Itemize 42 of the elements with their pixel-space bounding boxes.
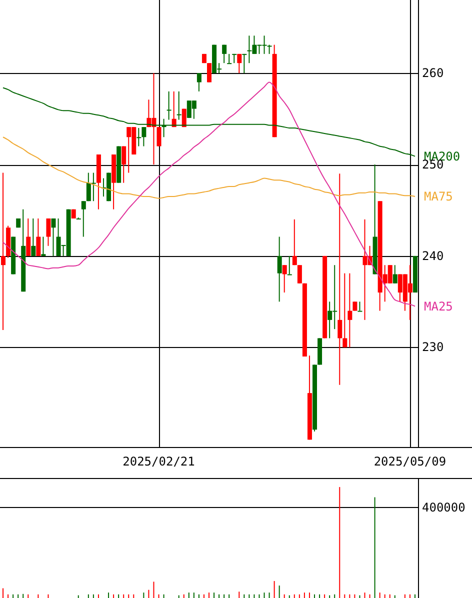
candlestick: [41, 236, 46, 256]
candlestick: [81, 200, 86, 238]
candlestick: [227, 53, 232, 64]
x-tick-label: 2025/02/21: [122, 454, 195, 469]
candlestick: [287, 255, 292, 276]
candlestick: [277, 236, 282, 302]
candlestick: [31, 218, 36, 256]
candlestick: [348, 272, 352, 348]
candlestick: [237, 53, 242, 74]
candlestick: [232, 53, 237, 64]
candlestick: [46, 218, 51, 246]
y-tick-label: 400000: [422, 500, 466, 514]
y-tick-label: 240: [422, 248, 444, 263]
candlestick: [166, 90, 172, 120]
candlestick: [292, 218, 297, 266]
candlestick: [136, 127, 142, 147]
line-series: [2, 82, 416, 307]
candlestick: [392, 264, 398, 284]
series-label: MA25: [424, 299, 453, 314]
candlestick: [36, 218, 41, 256]
candlestick: [122, 146, 126, 184]
candlestick: [142, 126, 146, 147]
candlestick: [86, 172, 91, 202]
line-series: [2, 87, 416, 157]
candlestick: [222, 44, 227, 64]
candlestick: [196, 72, 202, 92]
candlestick: [282, 264, 287, 294]
candlestick: [297, 264, 302, 284]
candlestick: [156, 126, 162, 147]
candlestick: [26, 218, 31, 256]
candlestick: [242, 53, 247, 74]
candlestick: [352, 301, 358, 312]
y-tick-label: 260: [422, 66, 444, 80]
series-label: MA75: [424, 190, 453, 204]
candlestick: [1, 172, 6, 330]
candlestick: [51, 218, 56, 256]
candlestick: [338, 173, 342, 386]
candlestick: [342, 272, 348, 348]
x-tick-label: 2025/05/09: [374, 454, 446, 469]
y-tick-label: 230: [422, 340, 444, 354]
candlestick: [358, 301, 362, 312]
candlestick: [176, 90, 182, 120]
